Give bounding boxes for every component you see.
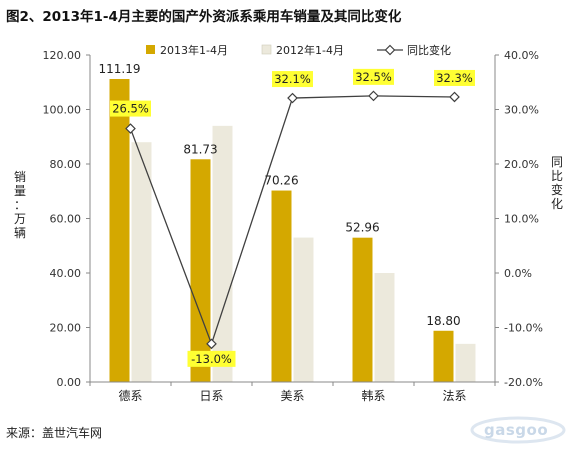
x-axis-labels: 德系 日系 美系 韩系 法系 (118, 388, 466, 403)
y-axis-title-right-char: 变 (551, 182, 563, 197)
x-tick-label: 韩系 (361, 388, 385, 403)
bars (109, 79, 476, 382)
percent-label-bg (187, 350, 236, 367)
percent-label: 32.3% (436, 71, 473, 85)
chart-title: 图2、2013年1-4月主要的国产外资派系乘用车销量及其同比变化 (6, 9, 402, 25)
y-tick-right: -20.0% (504, 376, 543, 389)
y-tick-right: 10.0% (504, 213, 539, 226)
legend: 2013年1-4月 2012年1-4月 同比变化 (146, 43, 451, 57)
change-point-marker (287, 92, 298, 104)
change-line-path (129, 95, 455, 346)
y-tick-left: 120.00 (43, 49, 82, 62)
x-tick-label: 德系 (118, 388, 142, 403)
bar-value-label: 52.96 (345, 221, 379, 235)
y-tick-left: 20.00 (50, 322, 82, 335)
legend-diamond-icon (384, 44, 396, 56)
y-tick-left: 100.00 (43, 104, 82, 117)
x-tick-label: 法系 (442, 389, 466, 403)
y-tick-right: 20.0% (504, 158, 539, 171)
y-axis-title-left-char: 销 (14, 170, 26, 184)
change-point-marker (368, 90, 379, 102)
y-tick-right: 30.0% (504, 104, 539, 117)
y-axis-title-left: 销量：万辆 (14, 170, 26, 240)
bar-2012 (374, 273, 395, 382)
y-axis-title-right-char: 化 (551, 197, 563, 211)
bar-2012 (131, 142, 152, 382)
y-axis-title-left-char: 量 (14, 184, 26, 198)
y-tick-right: 0.0% (504, 267, 532, 280)
percent-label: 32.1% (274, 72, 311, 86)
percent-label-bg (353, 68, 394, 85)
percent-label: 26.5% (112, 102, 149, 116)
legend-label-change: 同比变化 (407, 43, 451, 57)
y-tick-left: 60.00 (50, 213, 82, 226)
y-tick-left: 80.00 (50, 158, 82, 171)
percent-labels: 26.5% -13.0% 32.1% 32.5% 32.3% (110, 68, 475, 367)
percent-label: -13.0% (191, 352, 232, 366)
bar-value-label: 70.26 (264, 174, 298, 188)
y-axis-title-left-char: ： (14, 198, 26, 212)
y-axis-title-left-char: 万 (14, 212, 26, 226)
bar-2012 (212, 125, 233, 382)
y-axis-right: -20.0% -10.0% 0.0% 10.0% 20.0% 30.0% 40.0% (504, 49, 543, 389)
bar-2013 (271, 190, 292, 382)
bar-2013 (352, 237, 373, 382)
watermark-text: gasgoo (484, 421, 549, 439)
y-axis-title-left-char: 辆 (14, 226, 26, 240)
bar-2013 (433, 330, 454, 382)
change-point-marker (125, 123, 136, 134)
bar-labels: 111.19 81.73 70.26 52.96 18.80 (99, 62, 461, 328)
y-axis-title-right-char: 同 (551, 155, 563, 169)
y-tick-right: -10.0% (504, 322, 543, 335)
y-tick-right: 40.0% (504, 49, 539, 62)
percent-label: 32.5% (355, 70, 392, 84)
bar-2013 (109, 79, 130, 382)
percent-label-bg (272, 71, 313, 88)
bar-value-label: 111.19 (99, 62, 141, 76)
y-tick-left: 40.00 (50, 267, 82, 280)
axes (86, 54, 499, 386)
legend-swatch-2013 (146, 45, 155, 54)
watermark-logo (470, 416, 566, 444)
x-tick-label: 美系 (280, 389, 304, 403)
change-point-marker (449, 91, 460, 103)
y-axis-title-right: 同比变化 (551, 155, 563, 211)
y-axis-title-right-char: 比 (551, 169, 563, 183)
bar-2012 (455, 343, 476, 382)
bar-value-label: 18.80 (426, 314, 460, 328)
change-line (125, 90, 460, 350)
change-point-marker (206, 338, 217, 350)
y-tick-left: 0.00 (57, 376, 82, 389)
y-axis-left: 0.00 20.00 40.00 60.00 80.00 100.00 120.00 (43, 49, 82, 389)
bar-2013 (190, 159, 211, 382)
x-tick-label: 日系 (199, 389, 223, 403)
percent-label-bg (434, 69, 475, 86)
legend-label-2013: 2013年1-4月 (160, 43, 228, 57)
percent-label-bg (110, 100, 151, 117)
bar-2012 (293, 237, 314, 382)
bar-value-label: 81.73 (183, 142, 217, 156)
chart-source: 来源：盖世汽车网 (6, 426, 103, 440)
legend-swatch-2012 (261, 44, 272, 55)
legend-label-2012: 2012年1-4月 (276, 43, 344, 57)
